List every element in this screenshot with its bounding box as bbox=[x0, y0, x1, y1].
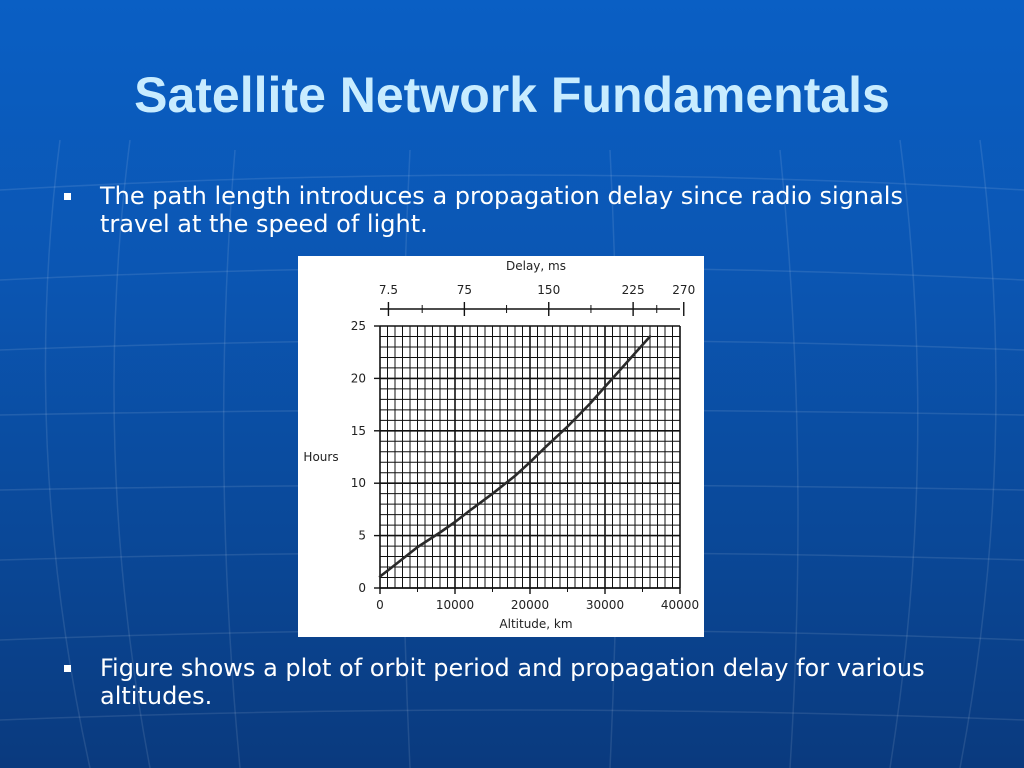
top-axis-title: Delay, ms bbox=[506, 259, 566, 273]
chart-svg: 0 10000 20000 30000 40000 0 5 10 15 20 25 7.5 75 150 2… bbox=[303, 259, 699, 631]
bullet-item: The path length introduces a propagation… bbox=[64, 182, 964, 242]
chart-panel: 0 10000 20000 30000 40000 0 5 10 15 20 25 7.5 75 150 2… bbox=[298, 256, 704, 637]
x-tick-label: 10000 bbox=[436, 598, 474, 612]
top-tick-label: 270 bbox=[672, 283, 695, 297]
x-tick-label: 30000 bbox=[586, 598, 624, 612]
slide-title: Satellite Network Fundamentals bbox=[134, 67, 890, 123]
series-line bbox=[378, 335, 652, 578]
x-axis-title: Altitude, km bbox=[499, 617, 572, 631]
y-axis-title: Hours bbox=[303, 450, 338, 464]
bullet-item: Figure shows a plot of orbit period and … bbox=[64, 654, 964, 714]
y-tick-label: 15 bbox=[351, 424, 366, 438]
top-tick-label: 7.5 bbox=[379, 283, 398, 297]
square-bullet-icon bbox=[64, 665, 71, 672]
square-bullet-icon bbox=[64, 193, 71, 200]
top-tick-label: 225 bbox=[622, 283, 645, 297]
bullet-text: The path length introduces a propagation… bbox=[100, 182, 903, 238]
y-tick-label: 20 bbox=[351, 371, 366, 385]
x-tick-label: 0 bbox=[376, 598, 384, 612]
y-tick-label: 0 bbox=[358, 581, 366, 595]
x-tick-label: 40000 bbox=[661, 598, 699, 612]
y-tick-label: 25 bbox=[351, 319, 366, 333]
y-tick-label: 10 bbox=[351, 476, 366, 490]
y-tick-label: 5 bbox=[358, 529, 366, 543]
x-tick-label: 20000 bbox=[511, 598, 549, 612]
bullet-text: Figure shows a plot of orbit period and … bbox=[100, 654, 925, 710]
top-tick-label: 150 bbox=[537, 283, 560, 297]
top-tick-label: 75 bbox=[457, 283, 472, 297]
